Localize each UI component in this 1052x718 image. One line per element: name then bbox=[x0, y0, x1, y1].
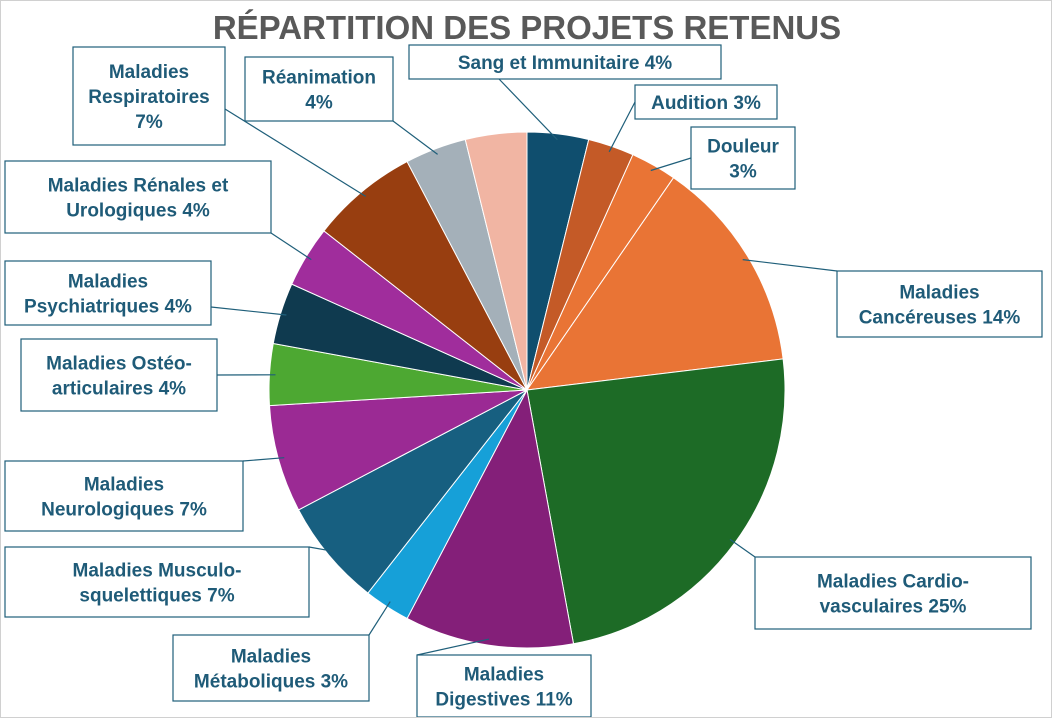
slice-label-box bbox=[754, 556, 1032, 630]
leader-line bbox=[742, 259, 838, 272]
pie-slice bbox=[406, 388, 575, 649]
slice-label-box bbox=[172, 634, 370, 702]
slice-label-box bbox=[416, 654, 592, 717]
slice-label: Maladies Musculo- bbox=[73, 561, 242, 582]
slice-label: Neurologiques 7% bbox=[41, 500, 207, 521]
slice-label: Maladies bbox=[68, 272, 148, 293]
leader-line bbox=[498, 78, 558, 141]
slice-label: Respiratoires bbox=[88, 87, 209, 108]
slice-labels: Sang et Immunitaire 4% Audition 3% Douleur… bbox=[4, 44, 1043, 717]
slice-label: 4% bbox=[305, 93, 333, 114]
slice-label: Maladies Ostéo- bbox=[46, 354, 192, 375]
slice-label: Maladies bbox=[231, 647, 311, 668]
slice-label: 7% bbox=[135, 112, 163, 133]
slice-label: Réanimation bbox=[262, 68, 376, 89]
slice-label: Maladies Cardio- bbox=[817, 572, 969, 593]
chart-title: RÉPARTITION DES PROJETS RETENUS bbox=[213, 9, 841, 46]
leader-line bbox=[416, 638, 490, 656]
pie-slice bbox=[268, 389, 528, 511]
pie-slice bbox=[525, 176, 784, 391]
leader-line bbox=[224, 108, 367, 197]
pie-slice bbox=[323, 160, 528, 391]
leader-line bbox=[308, 546, 334, 552]
slice-label: Maladies bbox=[109, 62, 189, 83]
slice-label-box bbox=[4, 160, 272, 234]
slice-label-box bbox=[20, 338, 218, 412]
leader-line bbox=[608, 101, 636, 153]
slice-label: Psychiatriques 4% bbox=[24, 297, 192, 318]
slice-label: Digestives 11% bbox=[435, 690, 572, 711]
slice-label: Maladies Rénales et bbox=[48, 176, 229, 197]
pie-slices bbox=[268, 131, 786, 649]
slice-label: 3% bbox=[729, 162, 757, 183]
slice-label: Sang et Immunitaire 4% bbox=[458, 53, 672, 74]
leader-line bbox=[650, 157, 692, 172]
slice-label-box bbox=[4, 260, 212, 326]
slice-label-box bbox=[836, 270, 1043, 338]
slice-label-box bbox=[4, 546, 310, 618]
slice-label: Douleur bbox=[707, 137, 779, 158]
slice-label-box bbox=[72, 46, 226, 146]
slice-label-box bbox=[690, 126, 796, 190]
pie-slice bbox=[297, 389, 528, 594]
slice-label: Métaboliques 3% bbox=[194, 672, 348, 693]
slice-label: Maladies bbox=[464, 665, 544, 686]
leader-lines bbox=[210, 78, 838, 656]
leader-line bbox=[729, 538, 756, 558]
leader-line bbox=[210, 306, 287, 316]
slice-label: Cancéreuses 14% bbox=[859, 308, 1021, 329]
slice-label: squelettiques 7% bbox=[79, 586, 234, 607]
slice-label-box bbox=[244, 56, 394, 122]
slice-label: Audition 3% bbox=[651, 93, 761, 114]
slice-label-box bbox=[408, 44, 722, 80]
slice-label: Urologiques 4% bbox=[66, 201, 210, 222]
leader-line bbox=[368, 601, 391, 636]
slice-label-box bbox=[634, 84, 778, 120]
slice-label-box bbox=[4, 460, 244, 532]
leader-line bbox=[270, 232, 312, 261]
leader-line bbox=[242, 457, 285, 462]
leader-line bbox=[392, 120, 438, 155]
slice-label: Maladies bbox=[84, 475, 164, 496]
slice-label: vasculaires 25% bbox=[820, 597, 967, 618]
pie-slice bbox=[464, 131, 528, 391]
slice-label: Maladies bbox=[899, 283, 979, 304]
slice-label: articulaires 4% bbox=[52, 379, 186, 400]
